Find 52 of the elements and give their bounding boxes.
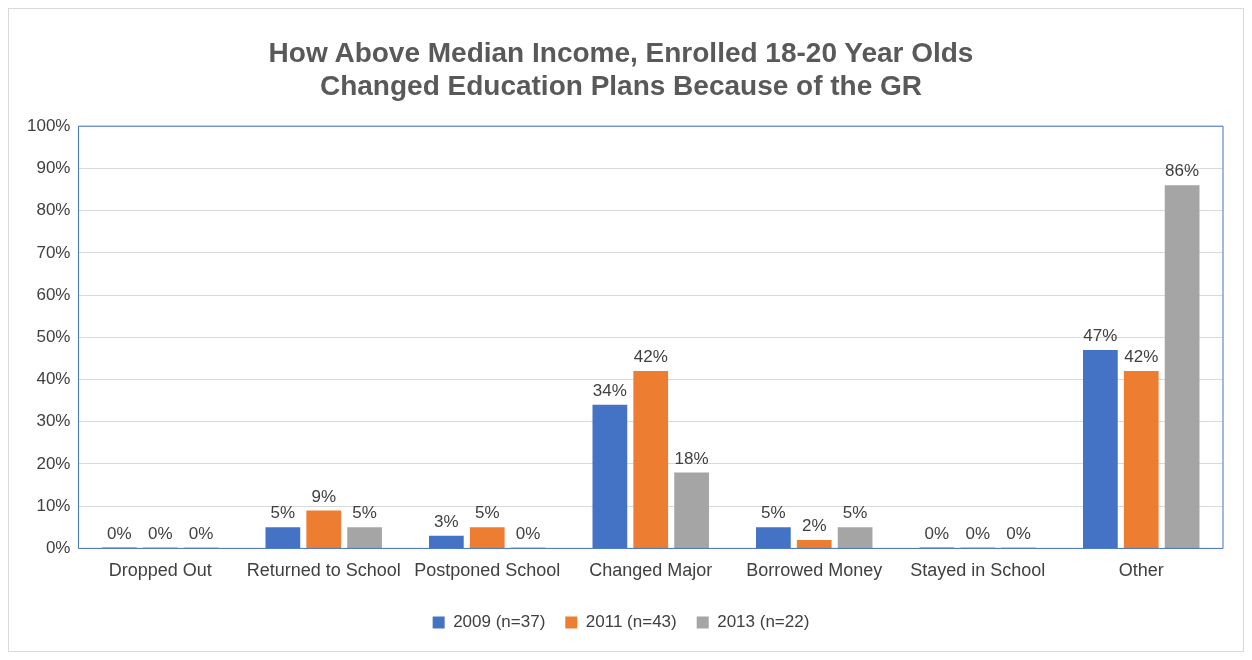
bar — [796, 539, 832, 548]
x-tick-label: Borrowed Money — [746, 560, 883, 581]
x-tick-label: Stayed in School — [910, 560, 1046, 581]
y-tick-label: 80% — [36, 200, 71, 220]
bar — [469, 527, 505, 548]
bar — [633, 371, 669, 548]
data-label: 5% — [761, 503, 786, 523]
x-tick-label: Postponed School — [414, 560, 561, 581]
data-label: 5% — [352, 503, 377, 523]
y-tick-label: 0% — [45, 538, 71, 558]
bar — [837, 527, 873, 548]
data-label: 0% — [1006, 523, 1031, 543]
data-label: 0% — [107, 523, 132, 543]
data-label: 47% — [1083, 326, 1118, 346]
data-label: 0% — [965, 523, 991, 543]
data-label: 0% — [188, 523, 214, 543]
data-label: 2% — [801, 516, 827, 536]
legend-label: 2013 (n=22) — [717, 612, 810, 632]
x-tick-label: Other — [1118, 560, 1164, 581]
bar — [1123, 371, 1159, 548]
data-label: 34% — [592, 381, 627, 401]
data-label: 5% — [842, 503, 868, 523]
x-tick-label: Changed Major — [589, 560, 713, 581]
bar — [1164, 185, 1200, 548]
data-label: 9% — [311, 486, 337, 506]
bar — [306, 510, 342, 548]
y-tick-label: 100% — [27, 115, 71, 135]
data-label: 0% — [147, 523, 173, 543]
bar — [674, 472, 709, 548]
data-label: 42% — [1124, 347, 1159, 367]
data-label: 0% — [515, 523, 541, 543]
data-label: 18% — [674, 448, 709, 468]
x-tick-label: Returned to School — [246, 560, 401, 581]
legend-label: 2009 (n=37) — [453, 612, 546, 632]
y-tick-label: 10% — [36, 495, 71, 515]
data-label: 5% — [474, 503, 500, 523]
y-tick-label: 20% — [36, 453, 71, 473]
chart-title: How Above Median Income, Enrolled 18-20 Year Olds Changed Education Plans Because of the GR — [268, 36, 974, 102]
data-label: 42% — [633, 347, 668, 367]
data-label: 3% — [434, 511, 459, 531]
y-tick-label: 60% — [36, 284, 71, 304]
x-tick-label: Dropped Out — [108, 560, 212, 581]
data-label: 5% — [270, 503, 296, 523]
y-tick-label: 30% — [36, 411, 71, 431]
bar — [347, 527, 382, 548]
y-tick-label: 50% — [36, 326, 71, 346]
legend-label: 2011 (n=43) — [585, 612, 677, 632]
y-tick-label: 70% — [36, 242, 71, 262]
data-label: 86% — [1165, 161, 1200, 181]
data-label: 0% — [924, 523, 950, 543]
y-tick-label: 90% — [36, 158, 71, 178]
y-tick-label: 40% — [36, 369, 71, 389]
